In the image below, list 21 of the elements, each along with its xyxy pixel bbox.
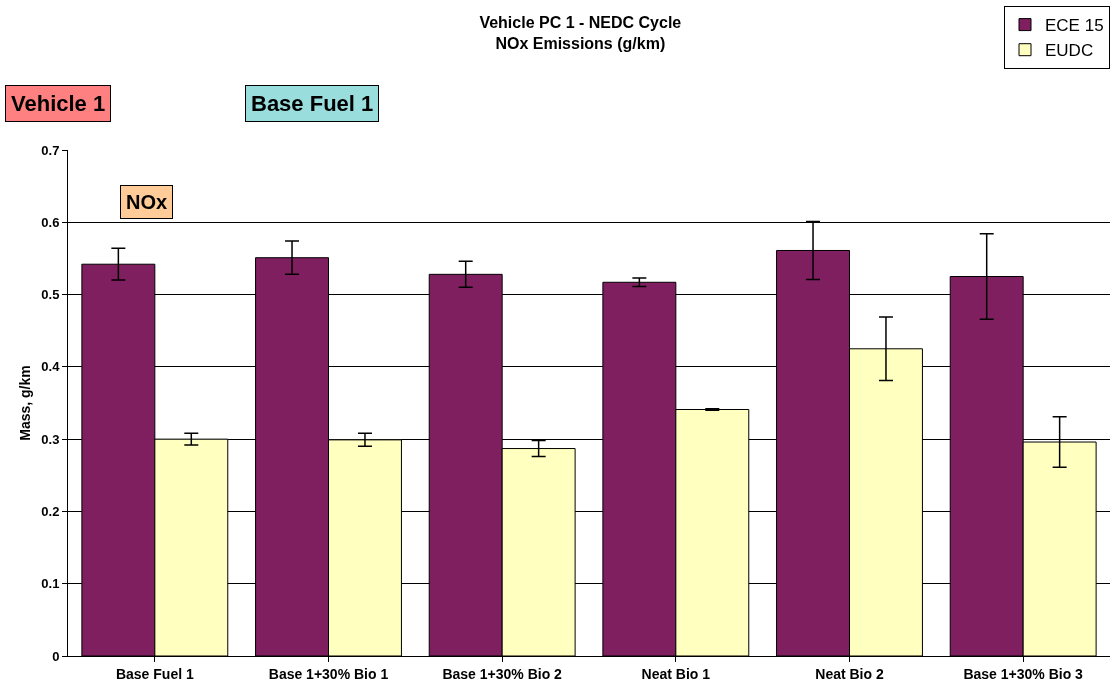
legend-label: ECE 15 <box>1045 16 1104 36</box>
y-tick-label: 0.7 <box>41 142 60 158</box>
y-tick-label: 0.6 <box>41 214 60 230</box>
text: Base Fuel 1 <box>251 91 374 116</box>
y-tick-label: 0 <box>52 648 60 664</box>
x-tick-label: Neat Bio 2 <box>815 665 884 682</box>
y-tick-label: 0.2 <box>41 503 60 519</box>
y-tick-label: 0.5 <box>41 287 60 303</box>
y-tick-label: 0.4 <box>41 359 61 375</box>
y-tick-label: 0.1 <box>41 576 60 592</box>
x-tick-label: Base 1+30% Bio 1 <box>268 665 389 682</box>
y-tick-label: 0.3 <box>41 431 60 447</box>
y-axis-title: Mass, g/km <box>17 365 33 441</box>
x-tick-label: Base 1+30% Bio 2 <box>442 665 563 682</box>
text: Vehicle 1 <box>11 91 106 116</box>
legend-label: EUDC <box>1045 41 1094 61</box>
x-tick-label: Neat Bio 1 <box>641 665 711 682</box>
annotation: NOx <box>126 191 168 213</box>
x-tick-label: Base 1+30% Bio 3 <box>963 665 1084 682</box>
x-tick-label: Base Fuel 1 <box>115 665 194 682</box>
chart-title: Vehicle PC 1 - NEDC Cycle NOx Emissions (g/km) <box>479 13 682 52</box>
